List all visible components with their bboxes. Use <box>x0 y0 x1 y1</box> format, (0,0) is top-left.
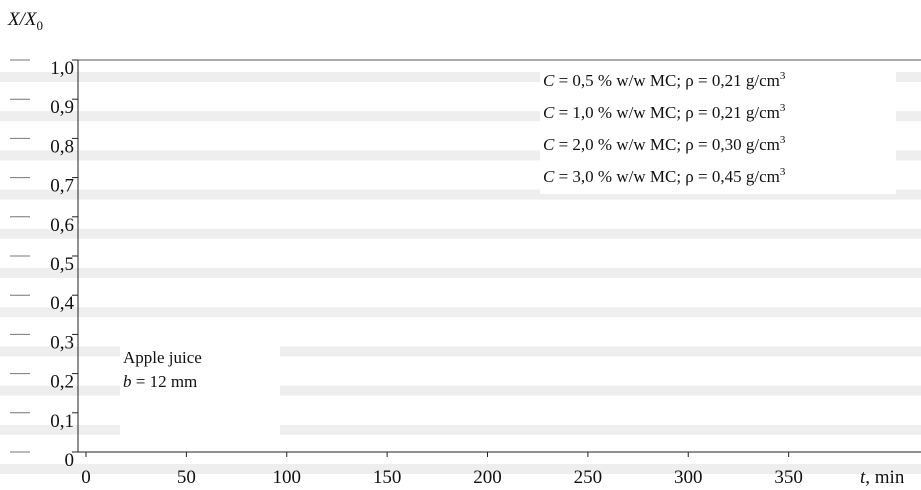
x-tick-label: 300 <box>674 467 703 488</box>
y-tick-label: 0,3 <box>50 332 74 353</box>
background-bands <box>0 72 921 474</box>
legend-entry-text: = 0,5 % w/w MC; ρ = 0,21 g/cm <box>554 71 780 90</box>
x-tick-label: 150 <box>373 467 402 488</box>
y-tick-label: 1,0 <box>50 58 74 79</box>
x-tick-label: 350 <box>774 467 803 488</box>
background-band <box>0 346 921 357</box>
legend-entry-sup: 3 <box>780 134 786 146</box>
legend-entry-var: C <box>543 103 555 122</box>
legend-box <box>540 66 896 194</box>
y-tick-label: 0,6 <box>50 215 74 236</box>
background-band <box>0 307 921 318</box>
y-tick-label: 0,7 <box>50 176 74 197</box>
y-axis-label-main: X/X <box>7 9 38 30</box>
legend-entry: C = 0,5 % w/w MC; ρ = 0,21 g/cm3 <box>543 70 786 90</box>
legend-entry-var: C <box>543 71 555 90</box>
legend-entry-sup: 3 <box>780 102 786 114</box>
legend-entry-sup: 3 <box>780 70 786 82</box>
background-band <box>0 150 921 161</box>
x-axis-label-var: t <box>860 467 866 488</box>
annotation-var: b <box>123 372 132 391</box>
legend-entry-var: C <box>543 135 555 154</box>
y-tick-label: 0,4 <box>50 293 74 314</box>
x-tick-label: 250 <box>574 467 603 488</box>
x-tick-label: 50 <box>177 467 196 488</box>
background-band <box>0 385 921 396</box>
x-tick-label: 200 <box>473 467 502 488</box>
y-axis-label: X/X0 <box>7 9 43 33</box>
y-tick-label: 0,5 <box>50 254 74 275</box>
legend-entry: C = 3,0 % w/w MC; ρ = 0,45 g/cm3 <box>543 166 786 186</box>
x-axis-label-unit: , min <box>865 467 905 488</box>
annotation-text: = 12 mm <box>132 372 198 391</box>
background-band <box>0 111 921 122</box>
background-band <box>0 228 921 239</box>
background-band <box>0 72 921 82</box>
background-band <box>0 189 921 200</box>
y-tick-label: 0,1 <box>50 411 74 432</box>
y-tick-label: 0,9 <box>50 97 74 118</box>
x-axis-label: t, min <box>860 467 905 488</box>
background-band <box>0 268 921 278</box>
annotation-line-1: Apple juice <box>123 348 202 367</box>
x-tick-label: 0 <box>81 467 91 488</box>
y-tick-label: 0,8 <box>50 136 74 157</box>
y-axis-label-sub: 0 <box>37 18 44 33</box>
annotation-box <box>120 342 280 446</box>
annotation-line-2: b = 12 mm <box>123 372 197 391</box>
y-tick-label: 0 <box>65 450 75 471</box>
x-tick-label: 100 <box>273 467 302 488</box>
legend-entry-text: = 2,0 % w/w MC; ρ = 0,30 g/cm <box>554 135 780 154</box>
legend-entry: C = 1,0 % w/w MC; ρ = 0,21 g/cm3 <box>543 102 786 122</box>
y-tick-label: 0,2 <box>50 372 74 393</box>
legend-entry-text: = 1,0 % w/w MC; ρ = 0,21 g/cm <box>554 103 780 122</box>
legend-entry-sup: 3 <box>780 166 786 178</box>
legend-entry-var: C <box>543 167 555 186</box>
legend-entry-text: = 3,0 % w/w MC; ρ = 0,45 g/cm <box>554 167 780 186</box>
x-ticks: 0 50 100 150 200 250 300 350 <box>81 452 803 488</box>
y-ticks: 0 0,1 0,2 0,3 0,4 0,5 0,6 0,7 0,8 0,9 1,0 <box>10 58 78 471</box>
legend-entry: C = 2,0 % w/w MC; ρ = 0,30 g/cm3 <box>543 134 786 154</box>
background-band <box>0 464 921 474</box>
background-band <box>0 424 921 435</box>
